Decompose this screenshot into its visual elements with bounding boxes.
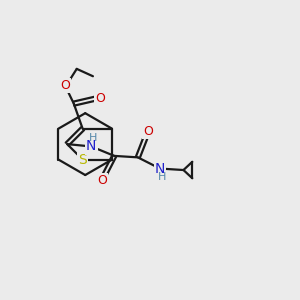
Text: S: S xyxy=(78,153,87,166)
Text: O: O xyxy=(95,92,105,105)
Text: O: O xyxy=(60,80,70,92)
Text: H: H xyxy=(158,172,166,182)
Text: H: H xyxy=(89,133,98,143)
Text: N: N xyxy=(155,161,165,176)
Text: O: O xyxy=(143,125,153,138)
Text: N: N xyxy=(86,140,97,154)
Text: O: O xyxy=(98,174,107,187)
